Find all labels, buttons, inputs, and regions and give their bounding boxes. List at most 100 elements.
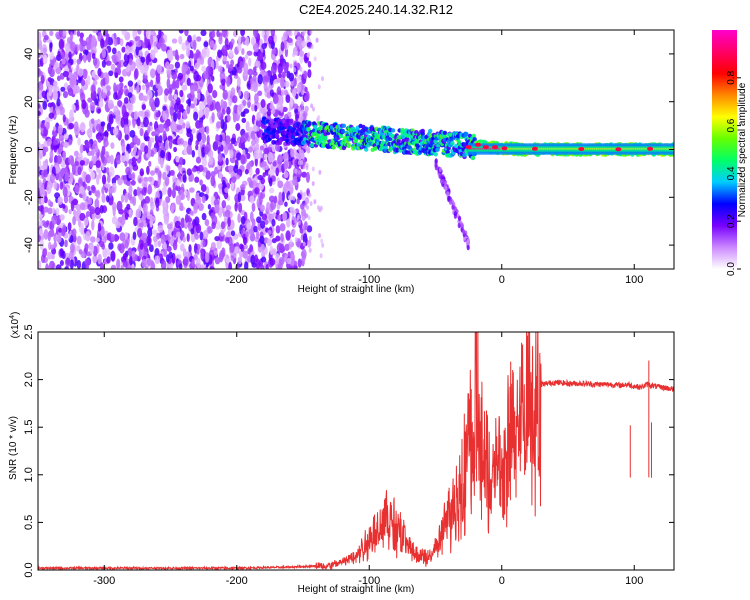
heatmap-cell xyxy=(145,30,151,40)
heatmap-cell xyxy=(244,54,249,60)
heatmap-cell xyxy=(100,121,106,127)
heatmap-cell xyxy=(53,180,58,190)
heatmap-cell xyxy=(303,213,309,219)
heatmap-cell xyxy=(79,185,85,195)
heatmap-cell xyxy=(110,233,115,242)
heatmap-cell xyxy=(67,177,73,185)
heatmap-cell xyxy=(79,32,84,39)
heatmap-cell xyxy=(57,171,63,182)
heatmap-cell xyxy=(149,244,154,253)
heatmap-cell xyxy=(285,230,291,241)
heatmap-cell xyxy=(252,30,259,38)
heatmap-cell xyxy=(69,109,74,120)
heatmap-cell xyxy=(43,169,48,178)
heatmap-cell xyxy=(72,215,76,226)
heatmap-cell xyxy=(178,163,183,173)
heatmap-cell xyxy=(79,159,86,166)
heatmap-cell xyxy=(209,40,215,48)
heatmap-cell xyxy=(48,112,55,119)
heatmap-cell xyxy=(62,70,69,78)
heatmap-cell xyxy=(108,242,114,250)
heatmap-cell xyxy=(194,233,200,240)
heatmap-cell xyxy=(139,194,144,201)
heatmap-cell xyxy=(149,97,155,108)
heatmap-cell xyxy=(285,94,291,104)
heatmap-cell xyxy=(190,228,195,235)
heatmap-cell xyxy=(172,79,177,89)
heatmap-cell xyxy=(69,75,76,86)
heatmap-cell xyxy=(383,145,388,150)
heatmap-cell xyxy=(289,31,293,37)
heatmap-cell xyxy=(235,123,241,131)
heatmap-cell xyxy=(260,244,265,252)
heatmap-cell xyxy=(294,149,297,154)
heatmap-cell xyxy=(157,240,162,248)
heatmap-cell xyxy=(101,92,107,99)
heatmap-cell xyxy=(148,160,152,167)
heatmap-cell xyxy=(264,219,269,225)
heatmap-cell xyxy=(85,210,91,218)
heatmap-cell xyxy=(197,92,201,101)
heatmap-cell xyxy=(276,209,280,215)
heatmap-cell xyxy=(207,226,213,234)
heatmap-cell xyxy=(247,146,253,153)
heatmap-cell xyxy=(275,225,281,234)
heatmap-cell xyxy=(163,93,168,103)
heatmap-cell xyxy=(151,131,156,137)
heatmap-cell xyxy=(293,67,297,73)
heatmap-cell xyxy=(89,243,95,254)
heatmap-cell xyxy=(282,211,288,222)
heatmap-cell xyxy=(306,52,310,58)
page-title: C2E4.2025.240.14.32.R12 xyxy=(299,2,453,17)
heatmap-cell xyxy=(260,256,267,263)
heatmap-cell xyxy=(428,128,433,134)
heatmap-cell xyxy=(250,36,257,46)
heatmap-cell xyxy=(74,184,80,194)
heatmap-cell xyxy=(200,56,205,66)
heatmap-cell xyxy=(177,171,182,182)
heatmap-cell xyxy=(40,74,45,85)
heatmap-cell xyxy=(39,70,43,77)
heatmap-cell xyxy=(76,259,82,269)
heatmap-cell xyxy=(166,245,172,252)
heatmap-cell xyxy=(194,216,200,227)
heatmap-cell xyxy=(77,177,83,188)
heatmap-cell xyxy=(97,108,101,114)
heatmap-cell xyxy=(301,171,307,178)
heatmap-cell xyxy=(186,128,192,134)
heatmap-cell xyxy=(38,179,42,189)
heatmap-cell xyxy=(242,62,249,73)
heatmap-cell xyxy=(195,223,202,234)
heatmap-cell xyxy=(216,135,221,142)
heatmap-cell xyxy=(79,212,86,221)
heatmap-cell xyxy=(101,48,107,59)
heatmap-cell xyxy=(133,110,139,120)
heatmap-cell xyxy=(239,194,246,202)
heatmap-cell xyxy=(162,105,167,111)
heatmap-cell xyxy=(260,99,266,108)
heatmap-cell xyxy=(219,71,226,80)
heatmap-cell xyxy=(151,229,158,236)
heatmap-cell xyxy=(133,216,138,227)
heatmap-cell xyxy=(251,202,256,213)
heatmap-cell xyxy=(105,85,111,92)
heatmap-cell xyxy=(141,181,148,189)
heatmap-cell xyxy=(61,58,66,65)
heatmap-cell xyxy=(65,258,71,267)
heatmap-cell xyxy=(165,139,169,151)
heatmap-cell xyxy=(306,205,309,210)
heatmap-cell xyxy=(182,236,186,243)
heatmap-cell xyxy=(110,250,116,262)
heatmap-cell xyxy=(165,61,170,70)
heatmap-cell xyxy=(309,30,313,35)
heatmap-cell xyxy=(154,128,160,136)
heatmap-cell xyxy=(259,145,264,151)
heatmap-cell xyxy=(169,169,175,176)
heatmap-cell xyxy=(59,181,64,190)
heatmap-cell xyxy=(56,234,62,244)
heatmap-cell xyxy=(277,180,284,189)
heatmap-cell xyxy=(63,141,69,148)
heatmap-cell xyxy=(273,34,277,44)
heatmap-cell xyxy=(213,250,218,256)
heatmap-cell xyxy=(114,72,119,79)
